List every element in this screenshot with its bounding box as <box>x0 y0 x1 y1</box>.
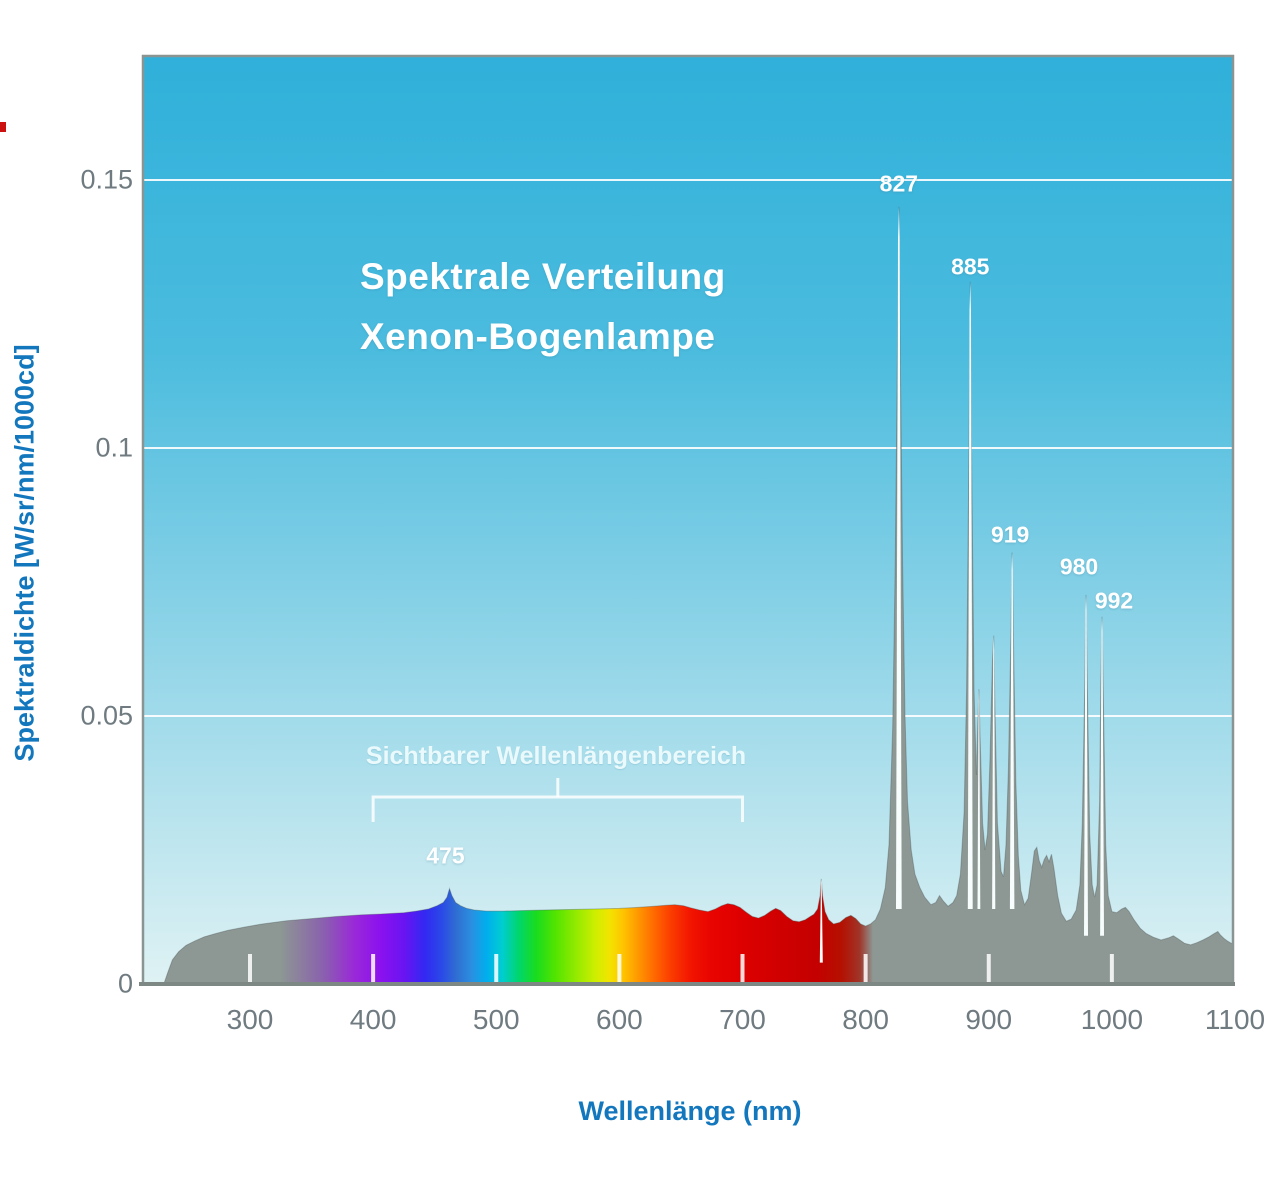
spectrum-area <box>163 206 1234 985</box>
y-tick-label-0.1: 0.1 <box>95 432 133 463</box>
chart-title-line1: Spektrale Verteilung <box>360 256 726 297</box>
peak-label-919: 919 <box>990 521 1030 548</box>
y-tick-label-0: 0 <box>117 968 133 999</box>
x-tick-label-800: 800 <box>842 1004 889 1035</box>
x-tick-label-1100: 1100 <box>1204 1004 1266 1035</box>
screen-artifact-dot <box>0 122 6 132</box>
y-tick-label-0.05: 0.05 <box>80 700 133 731</box>
x-tick-label-700: 700 <box>719 1004 766 1035</box>
x-tick-label-1000: 1000 <box>1080 1004 1144 1035</box>
x-tick-label-400: 400 <box>349 1004 397 1035</box>
visible-range-bracket <box>371 778 744 822</box>
x-axis-title: Wellenlänge (nm) <box>578 1096 802 1126</box>
plot-background <box>143 56 1233 984</box>
peak-label-885: 885 <box>951 253 990 280</box>
peak-label-827: 827 <box>879 170 919 197</box>
x-tick-label-600: 600 <box>596 1004 643 1035</box>
emission-spike-904 <box>992 635 996 909</box>
y-tick-label-0.15: 0.15 <box>80 164 133 195</box>
peak-label-475: 475 <box>426 842 465 869</box>
emission-spike-764 <box>819 878 823 963</box>
visible-range-annotation: Sichtbarer Wellenlängenbereich <box>365 742 747 770</box>
x-tick-label-500: 500 <box>472 1004 520 1035</box>
emission-spike-892 <box>977 689 981 909</box>
emission-spike-885 <box>967 281 973 909</box>
emission-spike-827 <box>896 206 902 910</box>
emission-spike-979 <box>1084 594 1088 936</box>
emission-spike-919 <box>1009 552 1015 909</box>
x-tick-label-900: 900 <box>965 1004 1013 1035</box>
plot-frame <box>141 54 1235 984</box>
peak-label-980: 980 <box>1059 553 1099 580</box>
x-tick-label-300: 300 <box>226 1004 274 1035</box>
emission-spike-992 <box>1100 616 1104 936</box>
y-axis-title: Spektraldichte [W/sr/nm/1000cd] <box>9 344 40 762</box>
chart-title-line2: Xenon-Bogenlampe <box>360 316 716 357</box>
peak-label-992: 992 <box>1094 587 1134 614</box>
